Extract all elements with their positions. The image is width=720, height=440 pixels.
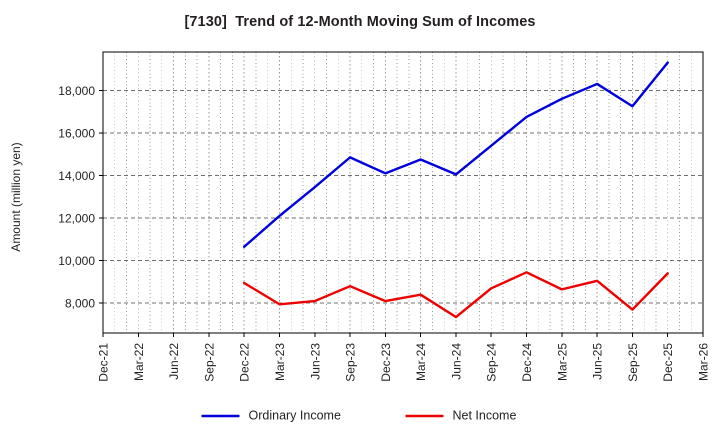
grid-layer — [103, 52, 704, 333]
x-axis-tick-label: Sep-25 — [626, 343, 640, 382]
chart-title: [7130] Trend of 12-Month Moving Sum of I… — [184, 14, 536, 30]
legend-label-ordinary-income: Ordinary Income — [249, 408, 341, 422]
x-axis-tick-label: Sep-22 — [202, 343, 216, 382]
x-axis-tick-label: Jun-22 — [167, 343, 181, 380]
x-axis-tick-label: Dec-24 — [520, 343, 534, 382]
x-axis-ticks: Dec-21 Mar-22 Jun-22 Sep-22 Dec-22 Mar-23 Jun-… — [97, 333, 711, 382]
y-axis-tick-label: 14,000 — [58, 169, 95, 183]
x-axis-tick-label: Jun-25 — [591, 343, 605, 380]
x-axis-tick-label: Dec-25 — [661, 343, 675, 382]
series-line-net-income — [242, 271, 669, 319]
y-axis-ticks: 8,000 10,000 12,000 14,000 16,000 18,000 — [58, 84, 103, 311]
x-axis-tick-label: Dec-21 — [97, 343, 111, 382]
x-axis-tick-label: Mar-22 — [132, 343, 146, 381]
x-axis-tick-label: Sep-23 — [344, 343, 358, 382]
x-axis-tick-label: Dec-23 — [379, 343, 393, 382]
legend-label-net-income: Net Income — [453, 408, 517, 422]
y-axis-tick-label: 8,000 — [65, 297, 95, 311]
x-axis-tick-label: Sep-24 — [485, 343, 499, 382]
series-layer — [242, 61, 669, 319]
y-axis-tick-label: 16,000 — [58, 126, 95, 140]
x-axis-tick-label: Mar-25 — [555, 343, 569, 381]
series-line-ordinary-income — [242, 61, 669, 248]
x-axis-tick-label: Dec-22 — [238, 343, 252, 382]
y-axis-tick-label: 10,000 — [58, 254, 95, 268]
y-axis-tick-label: 12,000 — [58, 212, 95, 226]
y-axis-tick-label: 18,000 — [58, 84, 95, 98]
chart-legend: Ordinary Income Net Income — [201, 408, 517, 422]
x-axis-tick-label: Mar-23 — [273, 343, 287, 381]
x-axis-tick-label: Mar-24 — [414, 343, 428, 381]
axis-frame — [102, 51, 704, 334]
x-axis-tick-label: Jun-23 — [308, 343, 322, 380]
x-axis-tick-label: Jun-24 — [449, 343, 463, 380]
x-axis-tick-label: Mar-26 — [697, 343, 711, 381]
